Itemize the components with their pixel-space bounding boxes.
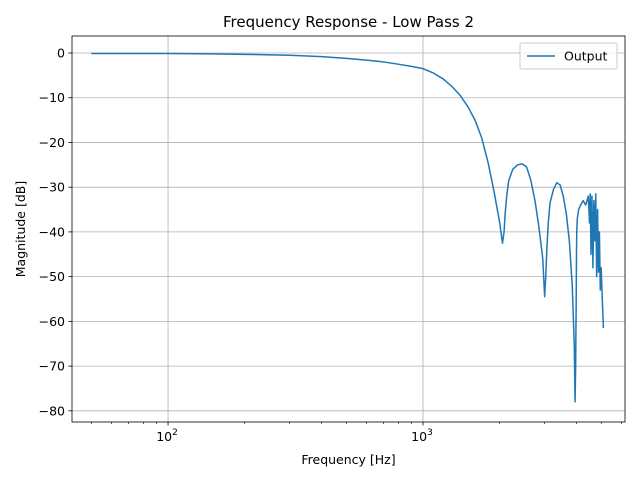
series-layer (91, 52, 605, 403)
y-tick-label: −50 (39, 269, 65, 284)
axis-ticks: 0 −10 −20 −30 −40 −50 −60 −70 −80 102 103 (39, 45, 622, 444)
x-axis-label: Frequency [Hz] (301, 452, 395, 467)
chart-title: Frequency Response - Low Pass 2 (223, 13, 474, 31)
plot-area-frame (71, 35, 626, 423)
y-tick-label: −10 (39, 90, 65, 105)
x-tick-label: 103 (411, 428, 433, 444)
y-axis-label: Magnitude [dB] (13, 181, 28, 277)
legend-box (519, 42, 618, 70)
y-tick-label: −70 (39, 359, 65, 374)
grid (72, 36, 625, 422)
y-tick-label: 0 (57, 45, 65, 60)
y-tick-label: −30 (39, 180, 65, 195)
series-line-output (91, 52, 605, 403)
y-tick-label: −20 (39, 135, 65, 150)
x-tick-label: 102 (156, 428, 178, 444)
legend: Output (519, 42, 618, 70)
y-tick-label: −80 (39, 403, 65, 418)
legend-label-output: Output (564, 49, 608, 64)
y-tick-label: −40 (39, 224, 65, 239)
y-tick-label: −60 (39, 314, 65, 329)
